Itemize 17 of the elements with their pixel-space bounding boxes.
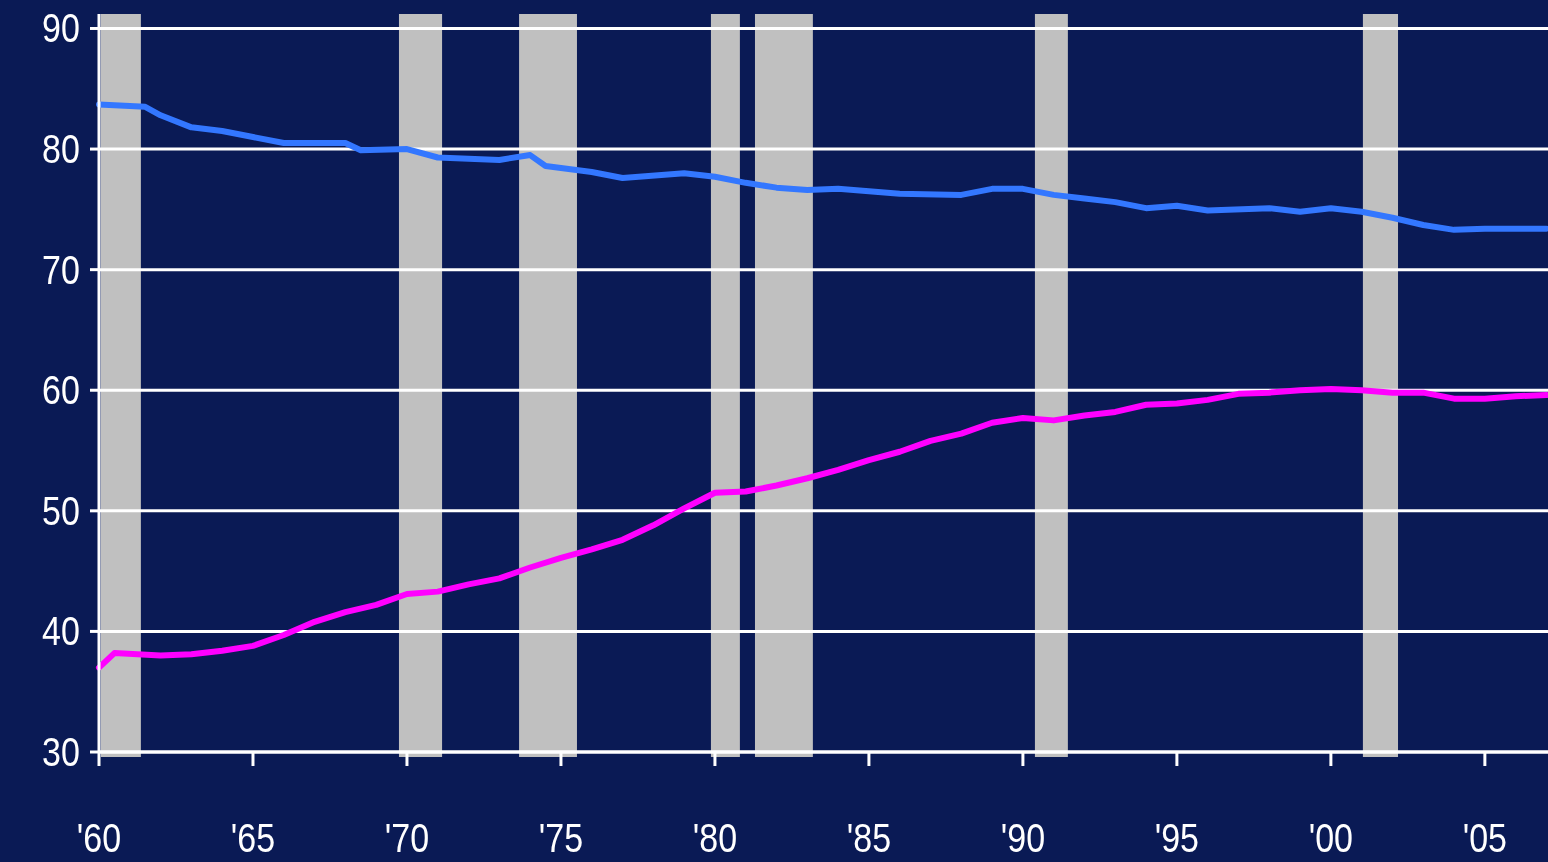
x-tick-label: '00	[1308, 815, 1354, 861]
y-tick-label: 50	[42, 488, 80, 534]
x-tick-label: '65	[230, 815, 276, 861]
x-tick-label: '80	[692, 815, 738, 861]
x-tick-label: '75	[538, 815, 584, 861]
y-tick-label: 40	[42, 608, 80, 655]
y-tick-label: 90	[42, 5, 80, 52]
y-tick-label: 60	[42, 367, 80, 413]
x-tick-label: '95	[1154, 815, 1200, 861]
x-tick-label: '90	[1000, 815, 1046, 861]
x-tick-label: '60	[76, 815, 122, 861]
x-tick-label: '85	[846, 815, 892, 861]
y-tick-label: 80	[42, 126, 80, 172]
y-tick-label: 30	[42, 729, 80, 775]
y-tick-label: 70	[42, 247, 80, 293]
x-tick-label: '70	[384, 815, 430, 861]
x-tick-label: '05	[1462, 815, 1508, 861]
